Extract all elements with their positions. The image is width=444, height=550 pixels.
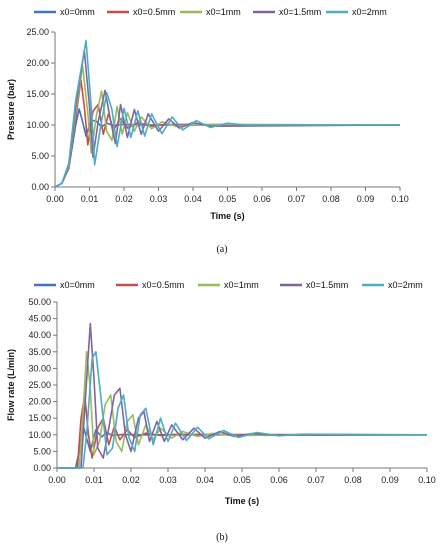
legend-entry: x0=0mm [60,7,95,17]
y-tick-label: 40.00 [28,330,51,340]
y-tick-label: 25.00 [26,27,49,37]
x-tick-label: 0.09 [357,194,375,204]
x-axis-label: Time (s) [225,496,259,506]
figure-caption: (b) [216,532,228,543]
x-tick-label: 0.08 [322,194,340,204]
x-tick-label: 0.05 [233,475,251,485]
series-line-4 [54,39,400,188]
legend-entry: x0=2mm [352,7,387,17]
x-tick-label: 0.00 [46,194,64,204]
legend: x0=0mm x0=0.5mm x0=1mm x0=1.5mm x0=2mm [34,7,387,17]
y-axis-label: Pressure (bar) [6,79,16,140]
y-tick-label: 0.00 [31,182,49,192]
y-tick-label: 15.00 [26,89,49,99]
x-tick-label: 0.03 [159,475,177,485]
x-tick-label: 0.02 [122,475,140,485]
y-tick-label: 5.00 [31,151,49,161]
legend-entry: x0=0mm [60,280,95,290]
y-tick-label: 20.00 [26,58,49,68]
pressure-chart: x0=0mm x0=0.5mm x0=1mm x0=1.5mm x0=2mm 0.00 5.… [6,7,409,255]
x-tick-label: 0.04 [184,194,202,204]
x-tick-label: 0.03 [150,194,168,204]
series-line-2 [54,64,401,188]
y-tick-label: 45.00 [28,314,51,324]
y-tick-label: 35.00 [28,347,51,357]
x-tick-label: 0.06 [253,194,271,204]
x-tick-label: 0.08 [344,475,362,485]
y-tick-label: 5.00 [33,446,51,456]
legend-entry: x0=2mm [388,280,423,290]
y-tick-label: 15.00 [28,413,51,423]
x-tick-label: 0.06 [270,475,288,485]
y-tick-label: 10.00 [26,120,49,130]
legend-entry: x0=1.5mm [306,280,348,290]
y-axis-label: Flow rate (L/min) [6,349,16,421]
flow-rate-chart: x0=0mm x0=0.5mm x0=1mm x0=1.5mm x0=2mm 0.00 5.… [6,280,436,543]
x-tick-label: 0.09 [381,475,399,485]
x-tick-label: 0.01 [85,475,103,485]
x-tick-label: 0.02 [115,194,133,204]
legend-entry: x0=0.5mm [133,7,175,17]
y-tick-label: 10.00 [28,430,51,440]
x-axis-label: Time (s) [210,211,244,221]
x-tick-label: 0.07 [307,475,325,485]
x-tick-label: 0.07 [288,194,306,204]
x-tick-label: 0.04 [196,475,214,485]
x-tick-label: 0.01 [81,194,99,204]
x-tick-label: 0.00 [48,475,66,485]
x-tick-label: 0.10 [391,194,409,204]
y-tick-label: 50.00 [28,297,51,307]
y-tick-label: 30.00 [28,363,51,373]
y-tick-label: 0.00 [33,463,51,473]
legend-entry: x0=1.5mm [279,7,321,17]
figure-caption: (a) [216,244,227,255]
legend-entry: x0=1mm [224,280,259,290]
x-tick-label: 0.05 [219,194,237,204]
legend: x0=0mm x0=0.5mm x0=1mm x0=1.5mm x0=2mm [34,280,423,290]
y-tick-label: 20.00 [28,397,51,407]
x-tick-label: 0.10 [418,475,436,485]
legend-entry: x0=0.5mm [142,280,184,290]
series-line-4 [57,350,428,469]
legend-entry: x0=1mm [206,7,241,17]
y-tick-label: 25.00 [28,380,51,390]
